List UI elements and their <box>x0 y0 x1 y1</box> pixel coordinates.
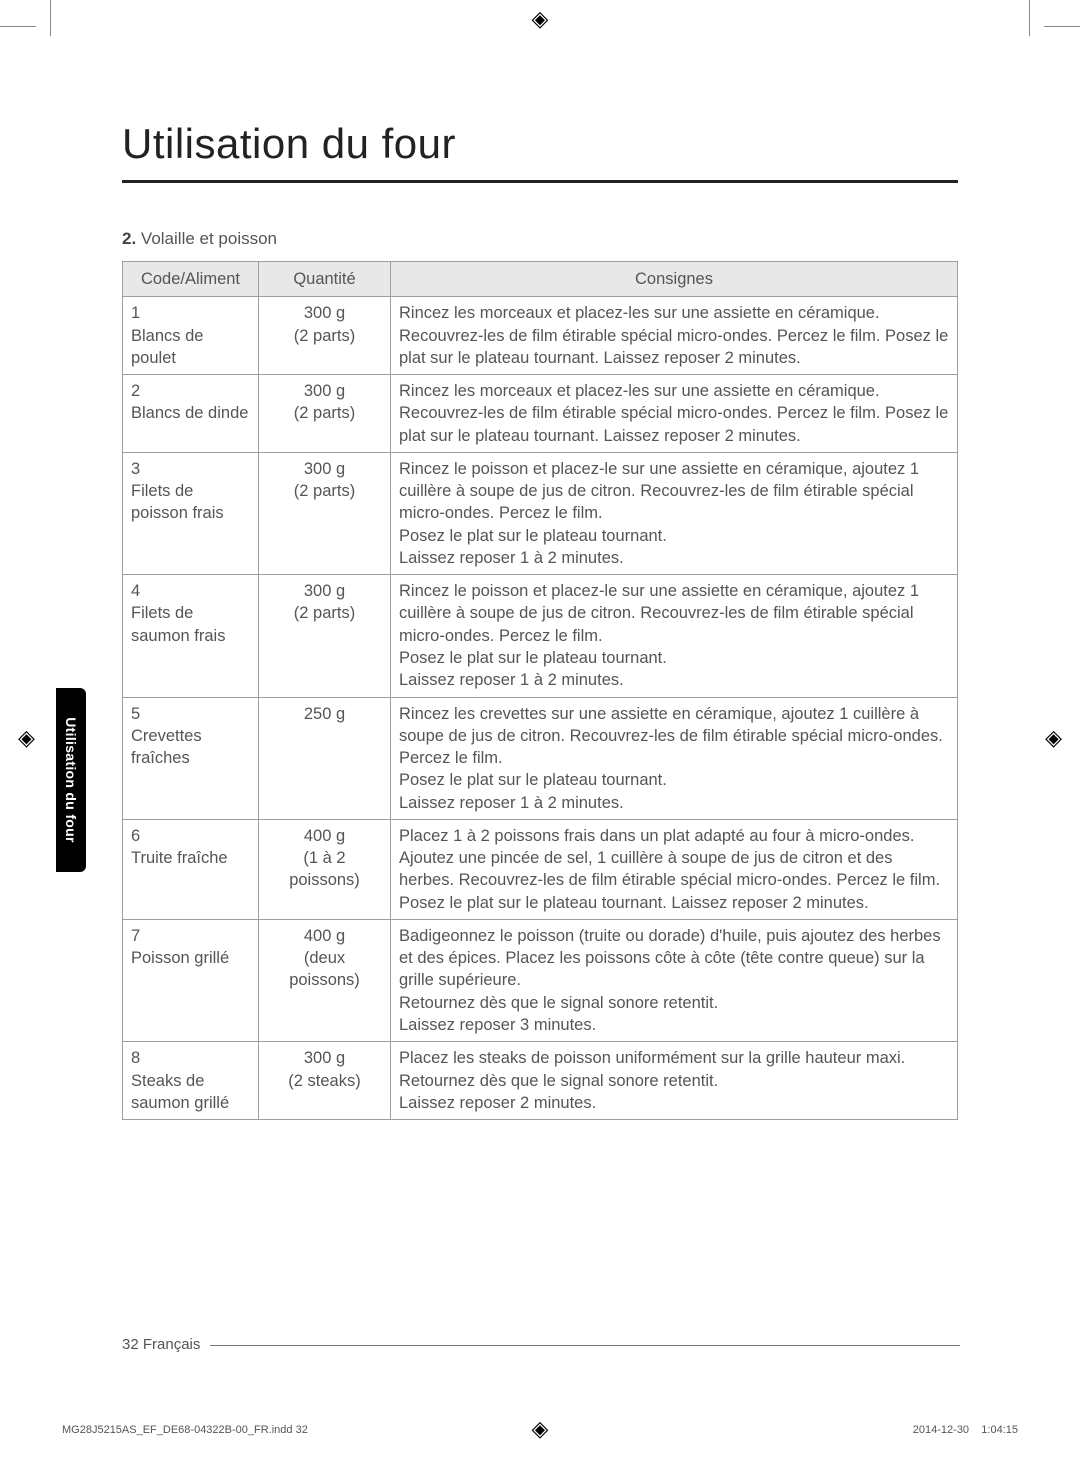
col-header-instructions: Consignes <box>391 262 958 297</box>
title-rule <box>122 180 958 183</box>
cell-code-aliment: 7 Poisson grillé <box>123 919 259 1041</box>
col-header-quantity: Quantité <box>259 262 391 297</box>
page-title: Utilisation du four <box>122 120 958 168</box>
cell-quantity: 300 g(2 parts) <box>259 375 391 453</box>
registration-mark-icon: ◈ <box>18 727 35 749</box>
cell-quantity: 300 g(2 parts) <box>259 297 391 375</box>
section-side-tab: Utilisation du four <box>56 688 86 872</box>
cell-code-aliment: 3Filets de poisson frais <box>123 452 259 574</box>
print-time: 1:04:15 <box>981 1424 1018 1436</box>
print-file-meta: MG28J5215AS_EF_DE68-04322B-00_FR.indd 32 <box>62 1424 308 1436</box>
cell-code-aliment: 5Crevettes fraîches <box>123 697 259 819</box>
cell-quantity: 400 g(deux poissons) <box>259 919 391 1041</box>
crop-mark <box>1029 0 1030 36</box>
cell-quantity: 400 g(1 à 2 poissons) <box>259 819 391 919</box>
registration-mark-icon: ◈ <box>532 8 549 30</box>
col-header-code: Code/Aliment <box>123 262 259 297</box>
cell-code-aliment: 2 Blancs de dinde <box>123 375 259 453</box>
cell-instructions: Placez les steaks de poisson uniformémen… <box>391 1042 958 1120</box>
food-name: Steaks de saumon grillé <box>131 1072 229 1112</box>
food-name: Poisson grillé <box>131 949 229 967</box>
food-name: Blancs de dinde <box>131 404 248 422</box>
cell-instructions: Rincez les morceaux et placez-les sur un… <box>391 375 958 453</box>
section-heading: 2. Volaille et poisson <box>122 229 958 249</box>
crop-mark <box>1044 26 1080 27</box>
footer-rule <box>210 1345 960 1346</box>
table-row: 6 Truite fraîche 400 g(1 à 2 poissons)Plac… <box>123 819 958 919</box>
cell-instructions: Rincez les morceaux et placez-les sur un… <box>391 297 958 375</box>
cell-quantity: 300 g(2 parts) <box>259 452 391 574</box>
cell-instructions: Badigeonnez le poisson (truite ou dorade… <box>391 919 958 1041</box>
food-code-number: 2 <box>131 380 250 402</box>
table-row: 1 Blancs de poulet 300 g(2 parts)Rincez le… <box>123 297 958 375</box>
table-row: 7 Poisson grillé 400 g(deux poissons)Badig… <box>123 919 958 1041</box>
cell-instructions: Rincez les crevettes sur une assiette en… <box>391 697 958 819</box>
cell-code-aliment: 1 Blancs de poulet <box>123 297 259 375</box>
food-code-number: 3 <box>131 458 250 480</box>
registration-mark-icon: ◈ <box>1045 727 1062 749</box>
food-name: Crevettes fraîches <box>131 727 202 767</box>
food-name: Truite fraîche <box>131 849 228 867</box>
section-number: 2. <box>122 229 136 248</box>
table-header-row: Code/Aliment Quantité Consignes <box>123 262 958 297</box>
food-code-number: 6 <box>131 825 250 847</box>
table-row: 8 Steaks de saumon grillé 300 g(2 steaks)P… <box>123 1042 958 1120</box>
cell-instructions: Rincez le poisson et placez-le sur une a… <box>391 452 958 574</box>
cell-quantity: 300 g(2 parts) <box>259 575 391 697</box>
footer-page-label: 32 Français <box>122 1336 200 1353</box>
section-label-text: Volaille et poisson <box>141 229 277 248</box>
food-code-number: 5 <box>131 703 250 725</box>
table-row: 5Crevettes fraîches250 gRincez les creve… <box>123 697 958 819</box>
food-name: Filets de saumon frais <box>131 604 225 644</box>
page: ◈ ◈ ◈ ◈ Utilisation du four Utilisation … <box>0 0 1080 1476</box>
cell-quantity: 300 g(2 steaks) <box>259 1042 391 1120</box>
food-name: Blancs de poulet <box>131 327 203 367</box>
table-row: 2 Blancs de dinde 300 g(2 parts)Rincez les… <box>123 375 958 453</box>
content-area: Utilisation du four 2. Volaille et poiss… <box>122 120 958 1120</box>
food-code-number: 8 <box>131 1047 250 1069</box>
section-side-tab-label: Utilisation du four <box>63 717 79 842</box>
food-code-number: 7 <box>131 925 250 947</box>
cell-code-aliment: 4Filets de saumon frais <box>123 575 259 697</box>
cooking-table: Code/Aliment Quantité Consignes 1 Blancs … <box>122 261 958 1120</box>
food-name: Filets de poisson frais <box>131 482 224 522</box>
food-code-number: 4 <box>131 580 250 602</box>
print-date: 2014-12-30 <box>913 1424 969 1436</box>
cell-instructions: Placez 1 à 2 poissons frais dans un plat… <box>391 819 958 919</box>
cell-code-aliment: 6 Truite fraîche <box>123 819 259 919</box>
crop-mark <box>0 26 36 27</box>
print-timestamp-meta: 2014-12-30 1:04:15 <box>913 1424 1018 1436</box>
cell-quantity: 250 g <box>259 697 391 819</box>
cell-instructions: Rincez le poisson et placez-le sur une a… <box>391 575 958 697</box>
registration-mark-icon: ◈ <box>532 1418 549 1440</box>
table-row: 3Filets de poisson frais300 g(2 parts)Ri… <box>123 452 958 574</box>
food-code-number: 1 <box>131 302 250 324</box>
crop-mark <box>50 0 51 36</box>
cell-code-aliment: 8 Steaks de saumon grillé <box>123 1042 259 1120</box>
table-row: 4Filets de saumon frais300 g(2 parts)Rin… <box>123 575 958 697</box>
